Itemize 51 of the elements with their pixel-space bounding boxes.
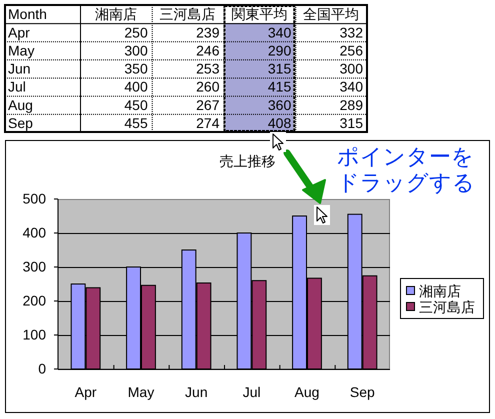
data-label: 415	[268, 78, 292, 95]
category-label: Jul	[8, 78, 26, 95]
data-label: 315	[268, 60, 292, 77]
category-label: Aug	[8, 96, 33, 113]
x-tick-label: Apr	[74, 384, 97, 400]
x-tick-label: Aug	[294, 384, 320, 400]
y-tick-label: 200	[22, 292, 46, 308]
data-label: 253	[196, 60, 220, 77]
data-label: 246	[196, 42, 220, 58]
x-tick-label: Jul	[242, 384, 261, 400]
data-label: 340	[340, 78, 364, 95]
data-label: 250	[124, 24, 148, 40]
data-label: 260	[196, 78, 220, 95]
text: Month	[8, 6, 47, 22]
x-tick-label: Sep	[350, 384, 375, 400]
data-label: 239	[196, 24, 220, 40]
legend-label: 湘南店	[419, 283, 461, 299]
text: 湘南店	[94, 6, 137, 22]
chart-title: 売上推移	[220, 153, 276, 169]
category-label: Sep	[8, 115, 34, 131]
y-tick-label: 500	[22, 190, 46, 206]
category-label: Jun	[8, 60, 31, 77]
data-label: 256	[340, 42, 364, 58]
category-label: Apr	[8, 24, 30, 40]
y-tick-label: 100	[22, 326, 46, 342]
data-label: 300	[124, 42, 148, 58]
text: ポインターをドラッグする	[337, 144, 476, 196]
data-label: 400	[124, 78, 148, 95]
data-label: 340	[268, 24, 292, 40]
data-label: 408	[268, 115, 292, 131]
category-label: May	[8, 42, 34, 58]
data-label: 300	[340, 60, 364, 77]
y-tick-label: 0	[38, 360, 46, 376]
y-tick-label: 300	[22, 258, 46, 274]
text: 三河島店	[160, 6, 216, 22]
data-label: 332	[340, 24, 364, 40]
series-label: 関東平均	[231, 6, 288, 22]
data-label: 450	[124, 96, 148, 113]
data-label: 315	[340, 115, 364, 131]
data-label: 290	[268, 42, 292, 58]
data-label: 274	[196, 115, 220, 131]
y-tick-label: 400	[22, 224, 46, 240]
data-label: 267	[196, 96, 220, 113]
data-label: 289	[340, 96, 364, 113]
data-label: 455	[124, 115, 148, 131]
x-tick-label: May	[128, 384, 154, 400]
x-tick-label: Jun	[185, 384, 208, 400]
data-label: 350	[124, 60, 148, 77]
legend-label: 三河島店	[419, 299, 475, 315]
data-label: 360	[268, 96, 292, 113]
text: 全国平均	[303, 6, 360, 22]
